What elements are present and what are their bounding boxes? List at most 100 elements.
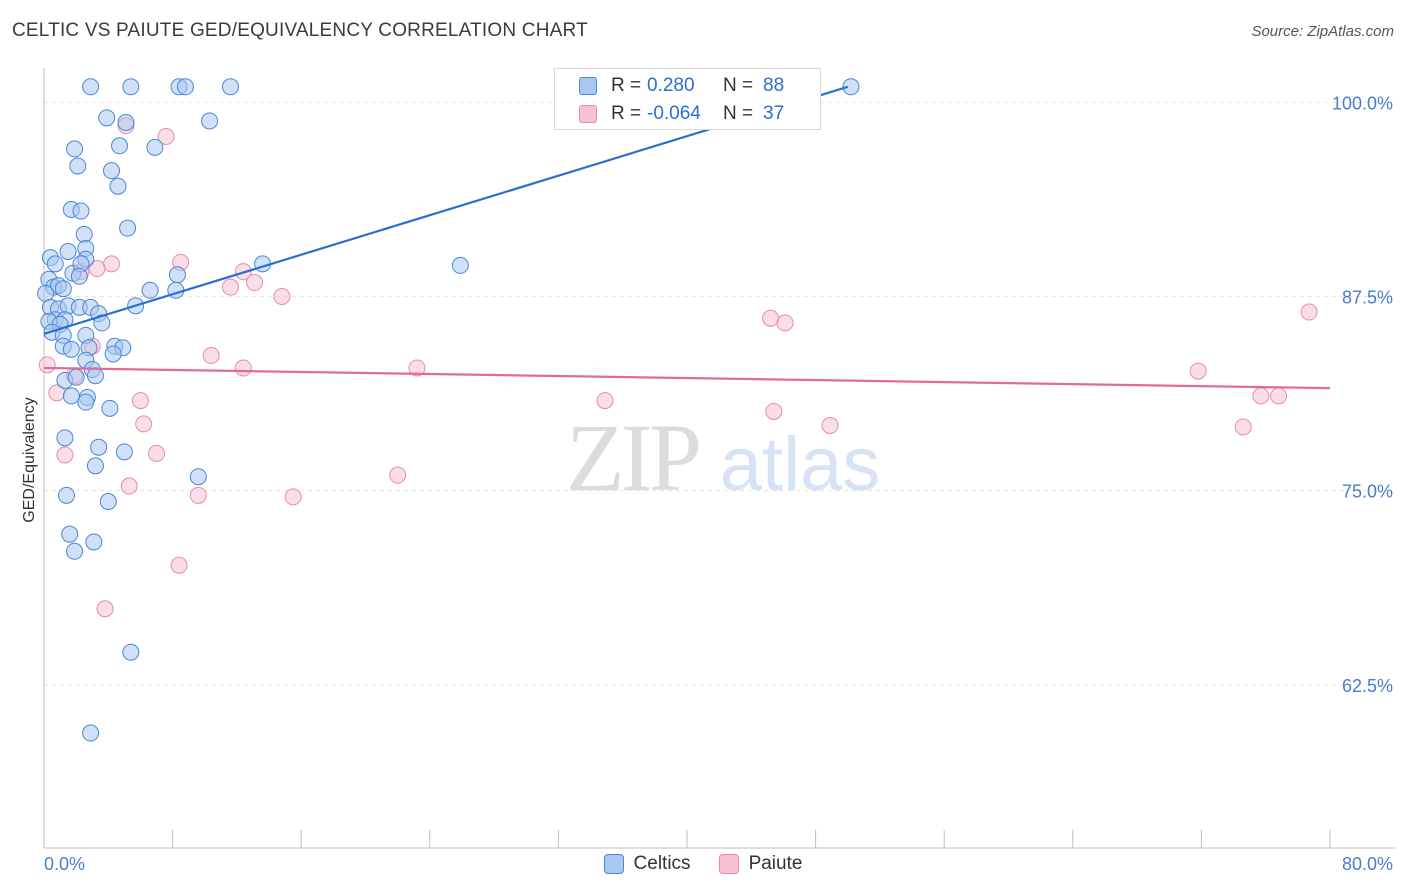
celtics-point-12: [69, 157, 87, 175]
celtics-point-7: [117, 113, 135, 131]
paiute-point-4: [88, 260, 106, 278]
celtics-points: [37, 78, 860, 742]
celtics-point-73: [99, 493, 117, 511]
celtics-point-18: [75, 225, 93, 243]
celtics-n-value: 88: [763, 75, 785, 96]
paiute-points: [38, 117, 1318, 618]
celtics-point-29: [70, 267, 88, 285]
celtics-point-77: [122, 643, 140, 661]
paiute-point-26: [135, 415, 153, 433]
y-tick-label-2: 75.0%: [1342, 482, 1393, 502]
watermark: ZIP atlas: [566, 404, 880, 511]
paiute-point-15: [38, 356, 56, 374]
celtics-point-5: [842, 78, 860, 96]
celtics-point-57: [104, 345, 122, 363]
watermark-atlas: atlas: [720, 422, 881, 507]
paiute-point-10: [762, 309, 780, 327]
paiute-point-21: [1252, 387, 1270, 405]
celtics-point-62: [67, 368, 85, 386]
paiute-point-32: [120, 477, 138, 495]
paiute-point-2: [103, 255, 121, 273]
paiute-point-24: [131, 392, 149, 410]
celtics-point-72: [58, 486, 76, 504]
stats-legend: R = 0.280 N = 88 R = -0.064 N = 37: [554, 68, 821, 130]
celtics-point-14: [109, 177, 127, 195]
paiute-point-34: [284, 488, 302, 506]
celtics-point-23: [46, 255, 64, 273]
paiute-point-1: [157, 127, 175, 145]
celtics-point-13: [103, 162, 121, 180]
legend-item-paiute[interactable]: Paiute: [718, 851, 802, 877]
celtics-point-66: [101, 399, 119, 417]
celtics-point-60: [86, 367, 104, 385]
y-tick-labels: 100.0% 87.5% 75.0% 62.5%: [1332, 93, 1393, 696]
celtics-point-6: [98, 109, 116, 127]
celtics-r-label: R =: [611, 75, 642, 96]
celtics-point-9: [111, 137, 129, 155]
paiute-point-9: [273, 287, 291, 305]
celtics-point-65: [77, 393, 95, 411]
paiute-point-22: [1270, 387, 1288, 405]
legend-paiute-swatch: [718, 854, 739, 874]
celtics-point-16: [72, 202, 90, 220]
paiute-n-value: 37: [763, 103, 785, 124]
paiute-point-14: [202, 347, 220, 365]
celtics-point-8: [201, 112, 219, 130]
watermark-zip: ZIP: [566, 404, 699, 511]
celtics-point-11: [66, 140, 84, 158]
celtics-point-55: [62, 340, 80, 358]
paiute-swatch: [579, 105, 597, 123]
paiute-trend-line: [43, 366, 1331, 390]
celtics-point-1: [122, 78, 140, 96]
gridlines: [44, 101, 1395, 686]
celtics-point-78: [82, 724, 100, 742]
celtics-point-69: [115, 443, 133, 461]
x-tick-label-max: 80.0%: [1342, 854, 1393, 874]
legend-item-celtics[interactable]: Celtics: [603, 851, 691, 877]
y-tick-label-3: 62.5%: [1342, 676, 1393, 696]
paiute-point-36: [96, 600, 114, 618]
paiute-point-35: [170, 556, 188, 574]
y-axis-label: GED/Equivalency: [21, 397, 38, 523]
paiute-point-30: [148, 444, 166, 462]
celtics-point-0: [82, 78, 100, 96]
paiute-point-27: [821, 416, 839, 434]
x-tick-labels: 0.0% 80.0%: [44, 854, 1393, 874]
paiute-point-33: [189, 486, 207, 504]
celtics-point-74: [61, 525, 79, 543]
celtics-point-10: [146, 138, 164, 156]
celtics-point-20: [59, 242, 77, 260]
paiute-point-16: [234, 359, 252, 377]
series-legend: Celtics Paiute: [0, 851, 1406, 877]
celtics-point-27: [451, 256, 469, 274]
paiute-point-12: [1300, 303, 1318, 321]
celtics-point-76: [66, 542, 84, 560]
celtics-point-35: [141, 281, 159, 299]
paiute-point-7: [246, 274, 264, 292]
legend-celtics-label: Celtics: [633, 853, 691, 874]
y-tick-label-1: 87.5%: [1342, 287, 1393, 307]
y-tick-label-0: 100.0%: [1332, 93, 1393, 113]
paiute-r-value: -0.064: [647, 103, 701, 124]
paiute-point-11: [776, 314, 794, 332]
celtics-point-67: [56, 429, 74, 447]
celtics-point-70: [86, 457, 104, 475]
celtics-point-4: [221, 78, 239, 96]
paiute-r-label: R =: [611, 103, 642, 124]
celtics-point-28: [168, 266, 186, 284]
trendlines: [43, 85, 1331, 390]
celtics-r-value: 0.280: [647, 75, 695, 96]
legend-celtics-swatch: [603, 854, 624, 874]
stats-row-celtics: R = 0.280 N = 88: [579, 72, 784, 100]
x-tick-label-min: 0.0%: [44, 854, 85, 874]
paiute-n-label: N =: [723, 103, 754, 124]
paiute-point-23: [596, 392, 614, 410]
stats-row-paiute: R = -0.064 N = 37: [579, 100, 784, 128]
celtics-point-34: [54, 280, 72, 298]
paiute-point-31: [389, 466, 407, 484]
celtics-point-3: [176, 78, 194, 96]
celtics-point-63: [62, 387, 80, 405]
axes: [43, 68, 1395, 849]
paiute-point-17: [408, 359, 426, 377]
